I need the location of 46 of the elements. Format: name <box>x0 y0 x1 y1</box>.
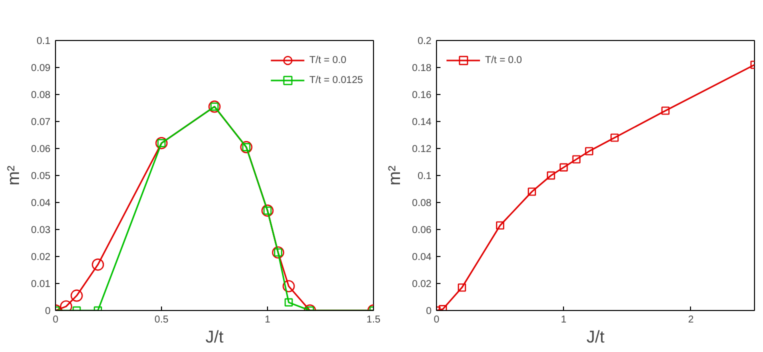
y-tick-label: 0.07 <box>31 117 51 128</box>
point <box>458 283 466 292</box>
x-tick-label: 1 <box>264 314 271 326</box>
y-tick-label: 0.02 <box>31 252 51 263</box>
x-axis-title: J/t <box>586 328 605 346</box>
y-tick-label: 0.09 <box>31 63 51 74</box>
y-tick-label: 0.1 <box>418 171 432 182</box>
y-tick-label: 0 <box>426 306 432 317</box>
legend-label: T/t = 0.0125 <box>309 74 363 86</box>
x-axis-title: J/t <box>206 328 224 346</box>
y-tick-label: 0.05 <box>31 171 51 182</box>
y-tick-label: 0.04 <box>31 198 51 209</box>
y-tick-label: 0.06 <box>412 225 432 236</box>
legend-label: T/t = 0.0 <box>485 54 522 66</box>
point <box>546 171 556 180</box>
y-tick-label: 0.18 <box>412 63 432 74</box>
y-tick-label: 0.06 <box>31 144 51 155</box>
legend-label: T/t = 0.0 <box>309 54 346 66</box>
y-tick-label: 0 <box>44 306 51 317</box>
x-tick-label: 1 <box>560 314 567 326</box>
y-tick-label: 0.02 <box>412 279 432 290</box>
y-tick-label: 0.1 <box>36 36 51 47</box>
point <box>60 300 72 310</box>
y-tick-label: 0.14 <box>412 117 432 128</box>
y-tick-label: 0.08 <box>31 90 51 101</box>
y-axis-title: m² <box>385 165 404 186</box>
point <box>610 134 619 142</box>
y-tick-label: 0.04 <box>412 252 432 263</box>
x-tick-label: 1.5 <box>366 314 381 326</box>
x-tick-label: 0.5 <box>154 314 169 326</box>
x-tick-label: 0 <box>52 314 59 326</box>
x-tick-label: 2 <box>688 314 694 326</box>
point <box>560 163 568 172</box>
x-tick-label: 0 <box>434 314 440 326</box>
y-tick-label: 0.2 <box>418 36 432 47</box>
y-tick-label: 0.12 <box>412 144 432 155</box>
y-axis-title: m² <box>4 165 24 186</box>
y-tick-label: 0.08 <box>412 198 432 209</box>
y-tick-label: 0.01 <box>31 279 51 290</box>
y-tick-label: 0.03 <box>31 225 51 236</box>
point <box>585 147 594 156</box>
y-tick-label: 0.16 <box>412 90 432 101</box>
point <box>661 106 670 115</box>
point <box>572 155 581 164</box>
point <box>496 221 504 230</box>
point <box>528 188 536 196</box>
